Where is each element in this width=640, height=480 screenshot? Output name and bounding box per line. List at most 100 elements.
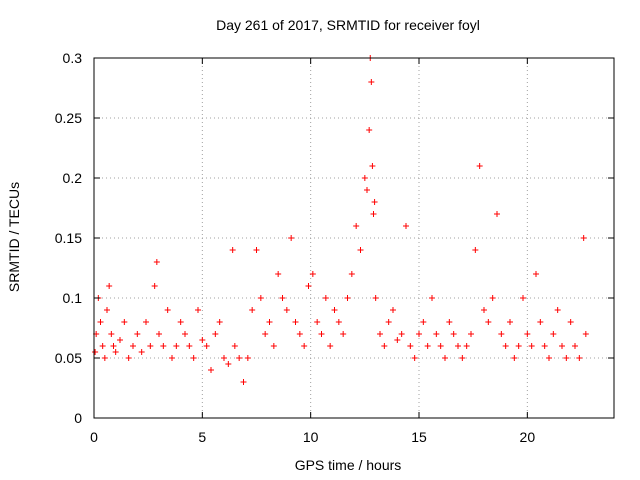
x-tick-label: 10 <box>303 429 319 445</box>
y-tick-label: 0.15 <box>55 230 82 246</box>
data-point <box>99 343 106 349</box>
data-point <box>572 343 578 349</box>
data-point <box>429 295 435 301</box>
data-point <box>314 319 321 325</box>
data-point <box>104 307 110 313</box>
data-point <box>110 343 117 349</box>
data-point <box>515 343 522 349</box>
y-tick-label: 0.2 <box>63 170 83 186</box>
data-point <box>279 295 286 301</box>
data-point <box>301 343 308 349</box>
data-point <box>296 331 303 337</box>
data-point <box>327 343 334 349</box>
data-point <box>117 337 123 343</box>
data-point <box>240 379 247 385</box>
x-tick-label: 15 <box>411 429 427 445</box>
data-point <box>554 307 561 313</box>
data-point <box>216 319 223 325</box>
data-point <box>361 175 368 181</box>
data-point <box>130 343 136 349</box>
data-point <box>249 307 256 313</box>
y-tick-label: 0.3 <box>63 50 83 66</box>
data-point <box>481 307 487 313</box>
data-point <box>446 319 453 325</box>
data-point <box>390 307 396 313</box>
data-point <box>369 163 376 169</box>
axes: 0 0.05 0.1 0.15 0.2 0.25 0.3 0 5 10 15 20 <box>55 50 615 445</box>
data-point <box>524 331 531 337</box>
data-point <box>582 331 589 337</box>
data-point <box>364 187 370 193</box>
data-point <box>485 319 492 325</box>
data-point <box>199 337 206 343</box>
data-point <box>494 211 500 217</box>
data-point <box>381 343 388 349</box>
data-point <box>489 295 496 301</box>
data-point <box>576 355 583 361</box>
data-point <box>437 343 444 349</box>
data-point <box>169 355 175 361</box>
data-point <box>125 355 132 361</box>
data-point <box>138 349 145 355</box>
data-point <box>97 319 104 325</box>
data-point <box>424 343 431 349</box>
data-point <box>420 319 427 325</box>
y-tick-label: 0.05 <box>55 350 82 366</box>
data-point <box>253 247 260 253</box>
data-point <box>442 355 448 361</box>
data-point <box>101 355 108 361</box>
data-point <box>398 331 405 337</box>
data-point <box>331 307 338 313</box>
data-point <box>411 355 418 361</box>
data-point <box>567 319 574 325</box>
chart-title: Day 261 of 2017, SRMTID for receiver foy… <box>216 17 480 33</box>
data-point <box>92 349 99 355</box>
data-point <box>305 283 312 289</box>
data-point <box>270 343 277 349</box>
data-point <box>225 361 232 367</box>
data-point <box>550 331 557 337</box>
data-point <box>106 283 113 289</box>
data-point <box>203 343 210 349</box>
data-point <box>156 331 162 337</box>
data-point <box>322 295 329 301</box>
data-point <box>368 79 375 85</box>
data-point <box>502 343 509 349</box>
data-point <box>403 223 409 229</box>
data-point <box>195 307 201 313</box>
x-tick-label: 0 <box>90 429 98 445</box>
x-tick-label: 5 <box>198 429 206 445</box>
data-point <box>257 295 264 301</box>
data-point <box>344 295 351 301</box>
data-point <box>231 343 238 349</box>
data-point <box>463 343 470 349</box>
data-point <box>407 343 414 349</box>
data-point <box>507 319 513 325</box>
data-point <box>472 247 479 253</box>
data-point <box>416 331 422 337</box>
data-point <box>377 331 383 337</box>
y-tick-label: 0 <box>74 410 82 426</box>
data-point <box>244 355 251 361</box>
data-point <box>528 343 535 349</box>
data-point <box>353 223 360 229</box>
data-point <box>292 319 299 325</box>
data-point <box>108 331 115 337</box>
data-point <box>147 343 154 349</box>
data-point <box>229 247 236 253</box>
data-point <box>177 319 184 325</box>
data-point <box>335 319 342 325</box>
data-point <box>459 355 466 361</box>
data-point <box>143 319 149 325</box>
data-point <box>275 271 282 277</box>
data-points <box>92 55 589 385</box>
data-point <box>340 331 347 337</box>
data-point <box>208 367 214 373</box>
data-point <box>173 343 180 349</box>
data-point <box>153 259 160 265</box>
data-point <box>366 127 373 133</box>
data-point <box>164 307 171 313</box>
data-point <box>262 331 269 337</box>
data-point <box>221 355 227 361</box>
